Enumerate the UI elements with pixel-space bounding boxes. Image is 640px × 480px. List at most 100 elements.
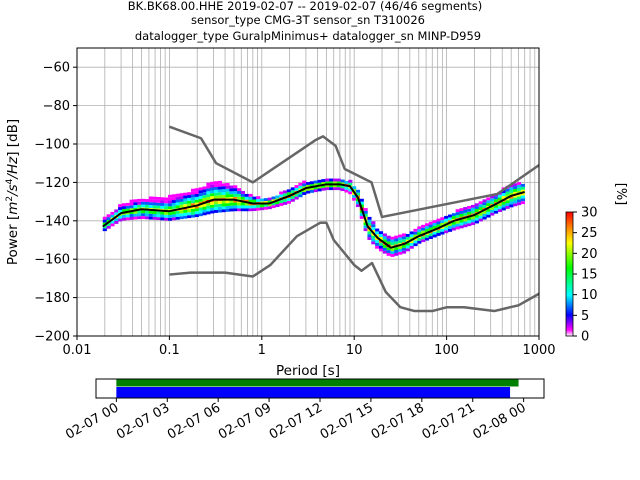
psd-cell [482,205,487,208]
psd-cell [133,207,138,211]
psd-cell [306,184,311,188]
psd-cell [190,200,196,204]
psd-cell [252,196,257,200]
y-label-hz: /Hz [5,156,21,180]
psd-cell [198,198,203,202]
psd-cell [248,196,253,200]
psd-cell [394,241,399,245]
psd-cell [421,236,426,240]
psd-cell [252,199,257,203]
psd-cell [152,211,157,215]
time-tick-label: 02-07 00 [63,400,121,442]
psd-cell [286,192,292,196]
psd-cell [309,187,315,190]
colorbar: 0 5 10 15 20 25 30 [%] [565,183,628,345]
psd-cell [183,212,188,216]
psd-cell [367,219,372,223]
psd-cell [233,193,238,197]
psd-cell [367,231,372,235]
psd-cell [382,250,387,254]
psd-cell [294,193,299,197]
psd-cell [329,187,334,191]
psd-cell [497,194,502,198]
psd-cell [237,202,242,206]
psd-cell [505,203,510,206]
psd-cell [160,203,165,206]
psd-cell [513,191,518,195]
psd-cell [378,234,384,237]
psd-cell [206,202,211,206]
psd-cell [137,198,142,202]
psd-cell [417,226,422,230]
psd-cell [213,207,219,211]
psd-cell [244,199,249,203]
psd-cell [409,231,414,235]
psd-cell [520,189,525,193]
psd-cell [478,201,483,205]
psd-cell [401,236,407,240]
psd-cell [382,244,387,248]
psd-cell [459,211,464,214]
psd-cell [237,196,242,200]
x-tick-label: 1 [258,343,266,358]
psd-cell [459,208,464,212]
psd-cell [386,252,391,256]
psd-cell [221,209,226,213]
psd-cell [171,197,176,201]
psd-cell [332,187,338,191]
psd-cell [371,221,376,225]
psd-cell [474,203,479,207]
psd-cell [179,213,184,217]
psd-cell [179,216,184,220]
psd-cell [125,211,130,215]
psd-cell [509,198,514,202]
psd-cell [321,179,326,183]
psd-cell [110,214,115,218]
psd-cell [141,204,146,208]
psd-cell [482,216,487,220]
psd-cell [164,203,169,207]
y-axis-ticks: −200 −180 −160 −140 −120 −100 −80 −60 [34,61,77,345]
psd-cell [417,232,422,236]
psd-cell [110,223,115,227]
psd-cell [171,194,176,198]
psd-cell [329,181,334,185]
y-label-suffix: ] [dB] [5,119,21,157]
psd-cell [428,233,433,237]
psd-cell [263,198,268,202]
psd-cell [382,233,387,237]
psd-cell [175,216,180,220]
psd-cell [321,182,326,185]
psd-cell [371,224,376,228]
psd-cell [118,209,123,213]
psd-cell [386,247,391,251]
psd-cell [336,178,341,182]
psd-cell [467,211,472,215]
psd-cell [213,181,219,185]
psd-cell [375,242,380,246]
psd-cell [375,231,380,235]
psd-cell [114,212,119,216]
psd-cell [432,234,437,238]
psd-cell [467,217,472,221]
psd-cell [179,201,184,205]
psd-cell [102,219,107,223]
psd-cell [401,250,407,254]
psd-cell [229,202,234,206]
psd-cell [229,199,234,203]
psd-cell [428,236,433,239]
psd-cell [451,216,456,219]
psd-cell [156,196,161,200]
psd-cell [171,200,176,203]
psd-cell [129,205,134,209]
psd-cell [436,224,441,228]
psd-cell [187,209,192,213]
availability-bar-green [116,379,519,387]
psd-cell [183,201,188,205]
psd-cell [210,204,215,208]
psd-cell [344,189,349,193]
psd-cell [451,227,456,231]
psd-cell [306,187,311,191]
